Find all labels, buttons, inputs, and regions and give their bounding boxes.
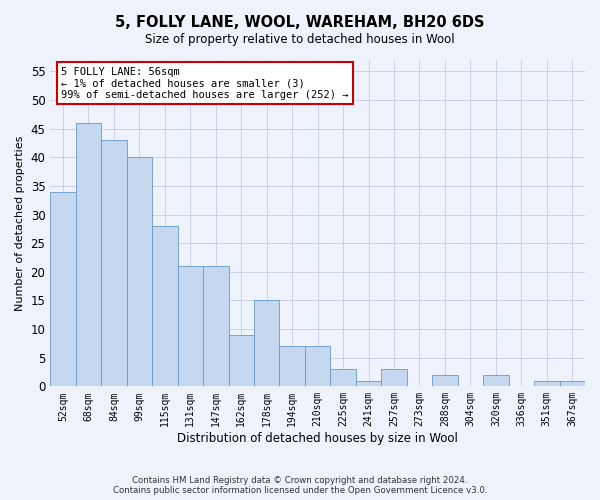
Y-axis label: Number of detached properties: Number of detached properties — [15, 136, 25, 311]
Text: Contains HM Land Registry data © Crown copyright and database right 2024.
Contai: Contains HM Land Registry data © Crown c… — [113, 476, 487, 495]
Bar — [331, 369, 356, 386]
Bar — [203, 266, 229, 386]
Bar — [127, 158, 152, 386]
Bar — [229, 335, 254, 386]
X-axis label: Distribution of detached houses by size in Wool: Distribution of detached houses by size … — [177, 432, 458, 445]
Bar — [280, 346, 305, 387]
Bar — [356, 380, 382, 386]
Bar — [152, 226, 178, 386]
Text: 5 FOLLY LANE: 56sqm
← 1% of detached houses are smaller (3)
99% of semi-detached: 5 FOLLY LANE: 56sqm ← 1% of detached hou… — [61, 66, 349, 100]
Bar — [50, 192, 76, 386]
Bar — [254, 300, 280, 386]
Bar — [101, 140, 127, 386]
Bar — [560, 380, 585, 386]
Bar — [432, 375, 458, 386]
Bar — [305, 346, 331, 387]
Bar — [534, 380, 560, 386]
Bar — [76, 123, 101, 386]
Text: Size of property relative to detached houses in Wool: Size of property relative to detached ho… — [145, 32, 455, 46]
Bar — [483, 375, 509, 386]
Bar — [382, 369, 407, 386]
Text: 5, FOLLY LANE, WOOL, WAREHAM, BH20 6DS: 5, FOLLY LANE, WOOL, WAREHAM, BH20 6DS — [115, 15, 485, 30]
Bar — [178, 266, 203, 386]
